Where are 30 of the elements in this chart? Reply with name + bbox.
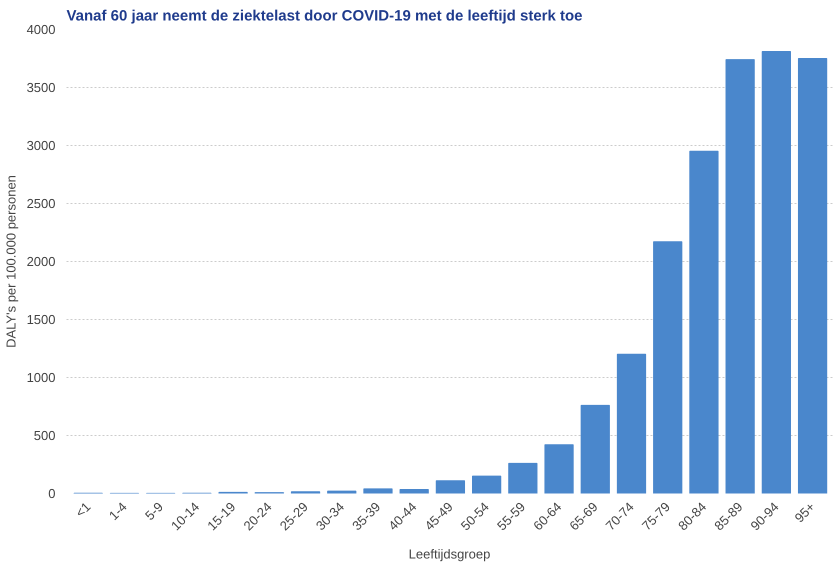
x-tick-label: <1 [72, 499, 94, 520]
bar [544, 444, 574, 494]
bar [616, 354, 646, 494]
bar [327, 490, 356, 494]
y-tick-label: 3500 [26, 80, 56, 95]
bar [689, 150, 719, 494]
bar [653, 241, 682, 494]
x-tick-label: 1-4 [106, 499, 130, 524]
chart-title: Vanaf 60 jaar neemt de ziektelast door COVID-19 met de leeftijd sterk toe [66, 8, 583, 24]
bar [726, 59, 755, 494]
x-tick-label: 5-9 [142, 499, 166, 524]
y-tick-label: 1500 [26, 312, 56, 327]
x-axis-title: Leeftijdsgroep [408, 546, 490, 562]
y-tick-label: 500 [34, 428, 56, 443]
bar [436, 480, 466, 494]
y-tick-label: 4000 [26, 22, 56, 37]
bar [400, 488, 429, 494]
bar [472, 476, 502, 494]
bar [363, 488, 393, 494]
bar [798, 58, 828, 494]
y-tick-label: 2000 [26, 254, 56, 269]
x-tick-label: 95+ [792, 499, 818, 526]
bar [580, 404, 610, 494]
y-tick-label: 0 [48, 486, 56, 501]
bar [762, 51, 791, 494]
y-tick-label: 1000 [26, 370, 56, 385]
y-tick-label: 2500 [26, 196, 56, 211]
y-axis-title: DALY's per 100.000 personen [4, 175, 19, 348]
bar [508, 462, 538, 494]
y-tick-label: 3000 [26, 138, 56, 153]
